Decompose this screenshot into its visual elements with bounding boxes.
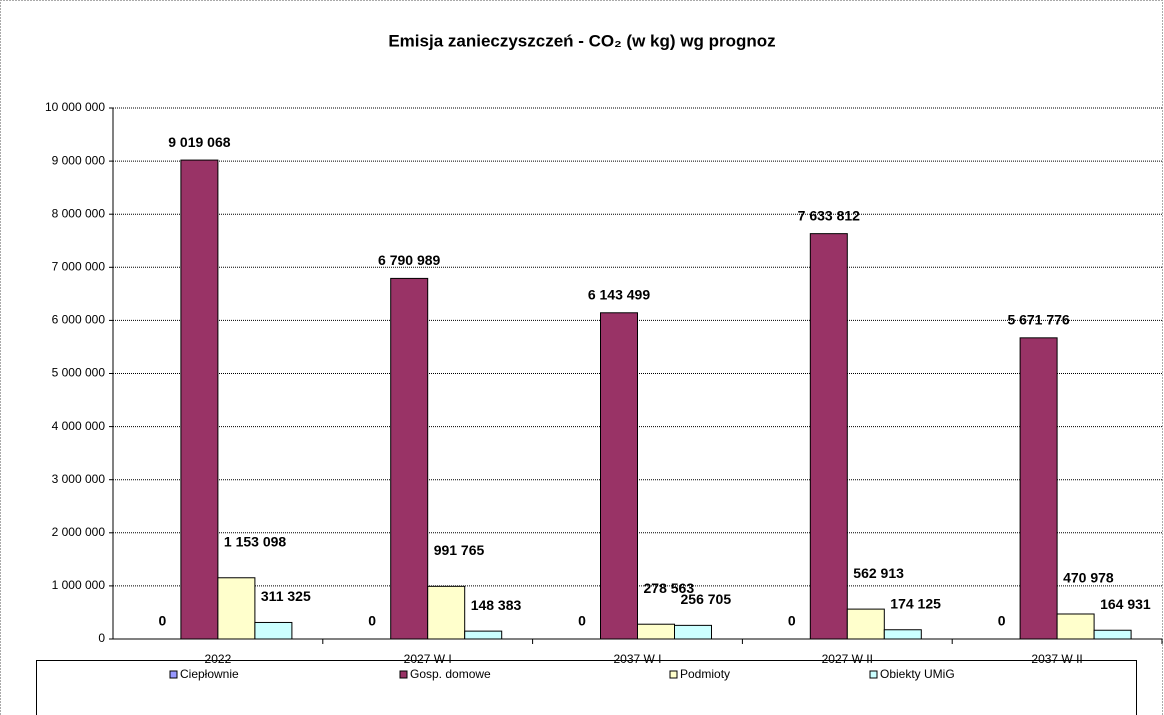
data-label: 0 (998, 613, 1006, 629)
data-label: 148 383 (471, 597, 522, 613)
data-label: 7 633 812 (798, 207, 860, 223)
x-tick-label: 2037 W II (1031, 652, 1082, 666)
bar (600, 312, 638, 640)
y-tick-label: 1 000 000 (52, 578, 106, 592)
bar (254, 621, 293, 640)
data-label: 164 931 (1100, 596, 1151, 612)
legend-label: Obiekty UMiG (880, 667, 955, 681)
data-label: 0 (159, 613, 167, 629)
y-tick-label: 5 000 000 (52, 366, 106, 380)
data-label: 9 019 068 (168, 134, 230, 150)
data-label: 6 790 989 (378, 252, 440, 268)
y-tick-label: 9 000 000 (52, 153, 106, 167)
data-label: 0 (578, 613, 586, 629)
bar (180, 159, 219, 640)
bar (1056, 613, 1095, 640)
data-label: 562 913 (853, 565, 904, 581)
bar (390, 277, 429, 640)
bar (1093, 629, 1132, 640)
data-label: 5 671 776 (1007, 312, 1069, 328)
y-tick-label: 2 000 000 (52, 525, 106, 539)
bar (674, 624, 712, 640)
legend-swatch (169, 670, 178, 679)
data-label: 0 (368, 613, 376, 629)
x-tick-label: 2027 W II (822, 652, 873, 666)
legend-label: Ciepłownie (180, 667, 239, 681)
data-label: 256 705 (681, 591, 732, 607)
y-tick-label: 7 000 000 (52, 259, 106, 273)
data-label: 6 143 499 (588, 286, 650, 302)
legend-label: Gosp. domowe (410, 667, 491, 681)
legend-box (36, 660, 1137, 715)
y-tick-label: 6 000 000 (52, 313, 106, 327)
legend-label: Podmioty (680, 667, 730, 681)
y-tick-label: 8 000 000 (52, 206, 106, 220)
bar (1019, 337, 1058, 640)
bar (846, 608, 885, 640)
legend-swatch (399, 670, 408, 679)
x-tick-label: 2037 W I (613, 652, 661, 666)
data-label: 1 153 098 (224, 533, 286, 549)
bar (809, 233, 848, 640)
y-tick-label: 10 000 000 (45, 100, 105, 114)
bar (464, 630, 503, 640)
y-tick-label: 3 000 000 (52, 472, 106, 486)
data-label: 174 125 (890, 595, 941, 611)
data-label: 0 (788, 613, 796, 629)
bar (637, 623, 675, 640)
data-label: 278 563 (644, 580, 695, 596)
chart-title: Emisja zanieczyszczeń - CO₂ (w kg) wg pr… (388, 31, 775, 50)
data-label: 311 325 (261, 588, 311, 604)
bar (217, 577, 256, 640)
bar (883, 629, 922, 640)
x-tick-label: 2022 (205, 652, 232, 666)
legend-swatch (869, 670, 878, 679)
data-label: 470 978 (1063, 570, 1114, 586)
data-label: 991 765 (434, 542, 485, 558)
legend-swatch (669, 670, 678, 679)
x-tick-label: 2027 W I (404, 652, 452, 666)
bar (427, 585, 466, 640)
y-tick-label: 4 000 000 (52, 419, 106, 433)
y-tick-label: 0 (98, 631, 105, 645)
